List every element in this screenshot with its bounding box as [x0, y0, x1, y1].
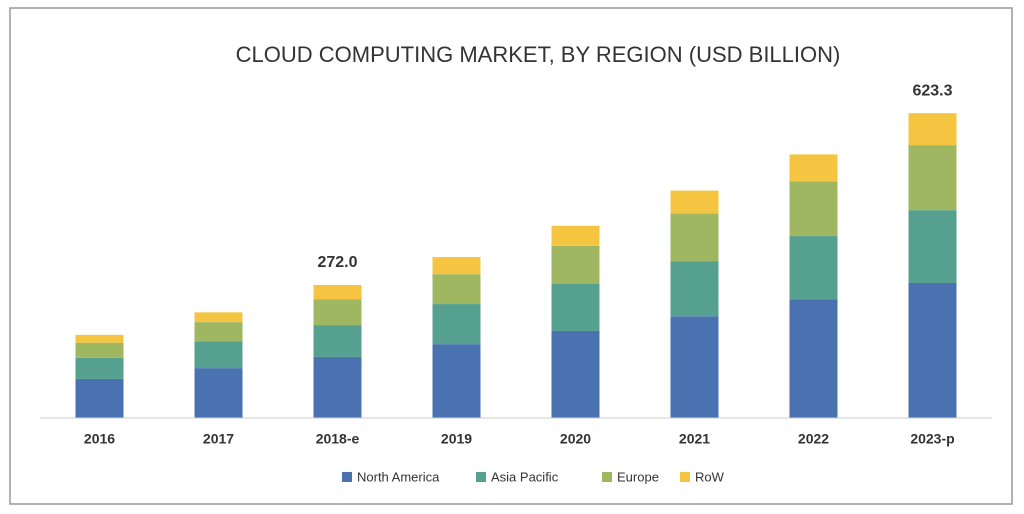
bar-segment	[75, 342, 124, 358]
x-tick-label: 2021	[679, 431, 710, 447]
bar-segment	[670, 190, 719, 214]
x-tick-label: 2020	[560, 431, 591, 447]
x-tick-label: 2018-e	[316, 431, 360, 447]
bar-segment	[313, 325, 362, 357]
bar-segment	[551, 283, 600, 331]
bar-segment	[194, 341, 243, 369]
total-label: 623.3	[912, 82, 952, 99]
bar-segment	[551, 245, 600, 284]
legend-label: Asia Pacific	[491, 469, 559, 484]
bar-segment	[908, 113, 957, 146]
bar-segment	[789, 299, 838, 418]
legend-label: Europe	[617, 469, 659, 484]
bar-segment	[789, 154, 838, 182]
bar-segment	[313, 284, 362, 300]
bar-segment	[670, 213, 719, 262]
x-tick-label: 2022	[798, 431, 829, 447]
bar-segment	[432, 257, 481, 275]
bar-segment	[908, 145, 957, 211]
legend-swatch	[476, 472, 486, 482]
total-label: 272.0	[317, 254, 357, 271]
bar-segment	[908, 210, 957, 284]
bar-segment	[789, 181, 838, 237]
legend-swatch	[680, 472, 690, 482]
bar-segment	[194, 322, 243, 342]
legend-swatch	[342, 472, 352, 482]
bar-segment	[194, 312, 243, 323]
bar-segment	[551, 225, 600, 246]
bar-segment	[908, 283, 957, 418]
bar-segment	[789, 236, 838, 300]
x-tick-label: 2016	[84, 431, 115, 447]
bar-segment	[313, 299, 362, 326]
bar-segment	[75, 378, 124, 418]
chart-frame	[9, 7, 1013, 505]
chart-title: CLOUD COMPUTING MARKET, BY REGION (USD B…	[236, 42, 841, 67]
legend-label: North America	[357, 469, 440, 484]
bar-segment	[313, 356, 362, 418]
bar-segment	[75, 357, 124, 379]
x-tick-label: 2019	[441, 431, 472, 447]
bar-segment	[432, 274, 481, 305]
bar-segment	[75, 334, 124, 343]
bar-segment	[551, 330, 600, 418]
legend-label: RoW	[695, 469, 725, 484]
bar-segment	[670, 261, 719, 317]
bar-segment	[432, 344, 481, 418]
bar-segment	[432, 304, 481, 345]
bar-segment	[194, 368, 243, 418]
x-tick-label: 2023-p	[910, 431, 954, 447]
bar-segment	[670, 316, 719, 418]
legend-swatch	[602, 472, 612, 482]
x-tick-label: 2017	[203, 431, 234, 447]
